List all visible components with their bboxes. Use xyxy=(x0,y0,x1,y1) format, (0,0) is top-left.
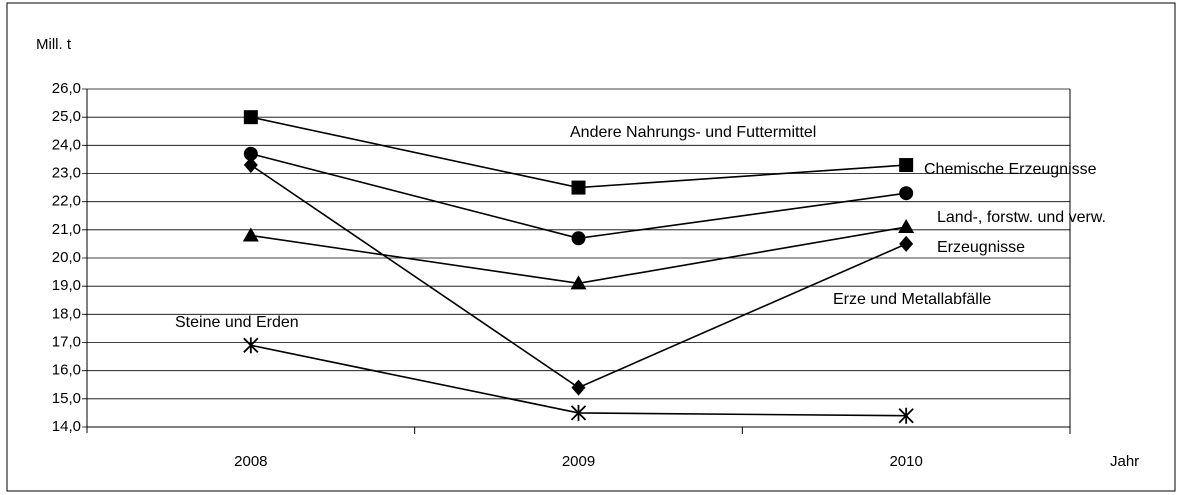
series-label: Andere Nahrungs- und Futtermittel xyxy=(570,124,817,141)
series-line xyxy=(250,153,907,240)
series-label: Steine und Erden xyxy=(175,314,299,331)
y-tick-label: 19,0 xyxy=(52,277,81,294)
marker xyxy=(571,231,586,246)
series-label: Land-, forstw. und verw. Erzeugnisse xyxy=(937,209,1106,256)
marker xyxy=(898,219,915,234)
marker xyxy=(571,379,586,396)
marker xyxy=(898,407,914,424)
y-tick-label: 17,0 xyxy=(52,333,81,350)
y-tick-label: 16,0 xyxy=(52,362,81,379)
x-tick-label: 2008 xyxy=(234,453,267,470)
y-tick-label: 21,0 xyxy=(52,221,81,238)
y-axis-label: Mill. t xyxy=(36,36,72,53)
marker xyxy=(570,404,587,421)
y-tick-label: 25,0 xyxy=(52,108,81,125)
y-tick-label: 14,0 xyxy=(52,418,81,435)
x-tick-label: 2009 xyxy=(562,453,595,470)
marker xyxy=(571,180,586,195)
marker xyxy=(243,146,258,161)
series-label: Erze und Metallabfälle xyxy=(833,291,992,308)
marker xyxy=(899,158,914,173)
y-tick-label: 18,0 xyxy=(52,305,81,322)
marker xyxy=(243,157,258,174)
frame xyxy=(6,2,1176,492)
marker xyxy=(899,186,914,201)
marker xyxy=(899,235,914,252)
y-tick-label: 26,0 xyxy=(52,80,81,97)
y-tick-label: 24,0 xyxy=(52,136,81,153)
series-label: Chemische Erzeugnisse xyxy=(924,161,1097,178)
y-tick-label: 15,0 xyxy=(52,390,81,407)
y-tick-label: 22,0 xyxy=(52,193,81,210)
marker xyxy=(243,110,258,125)
marker xyxy=(242,227,259,242)
y-tick-label: 23,0 xyxy=(52,164,81,181)
x-tick-label: 2010 xyxy=(889,453,922,470)
marker xyxy=(243,337,259,354)
marker xyxy=(570,275,587,290)
x-axis-label: Jahr xyxy=(1110,453,1139,470)
y-tick-label: 20,0 xyxy=(52,249,81,266)
